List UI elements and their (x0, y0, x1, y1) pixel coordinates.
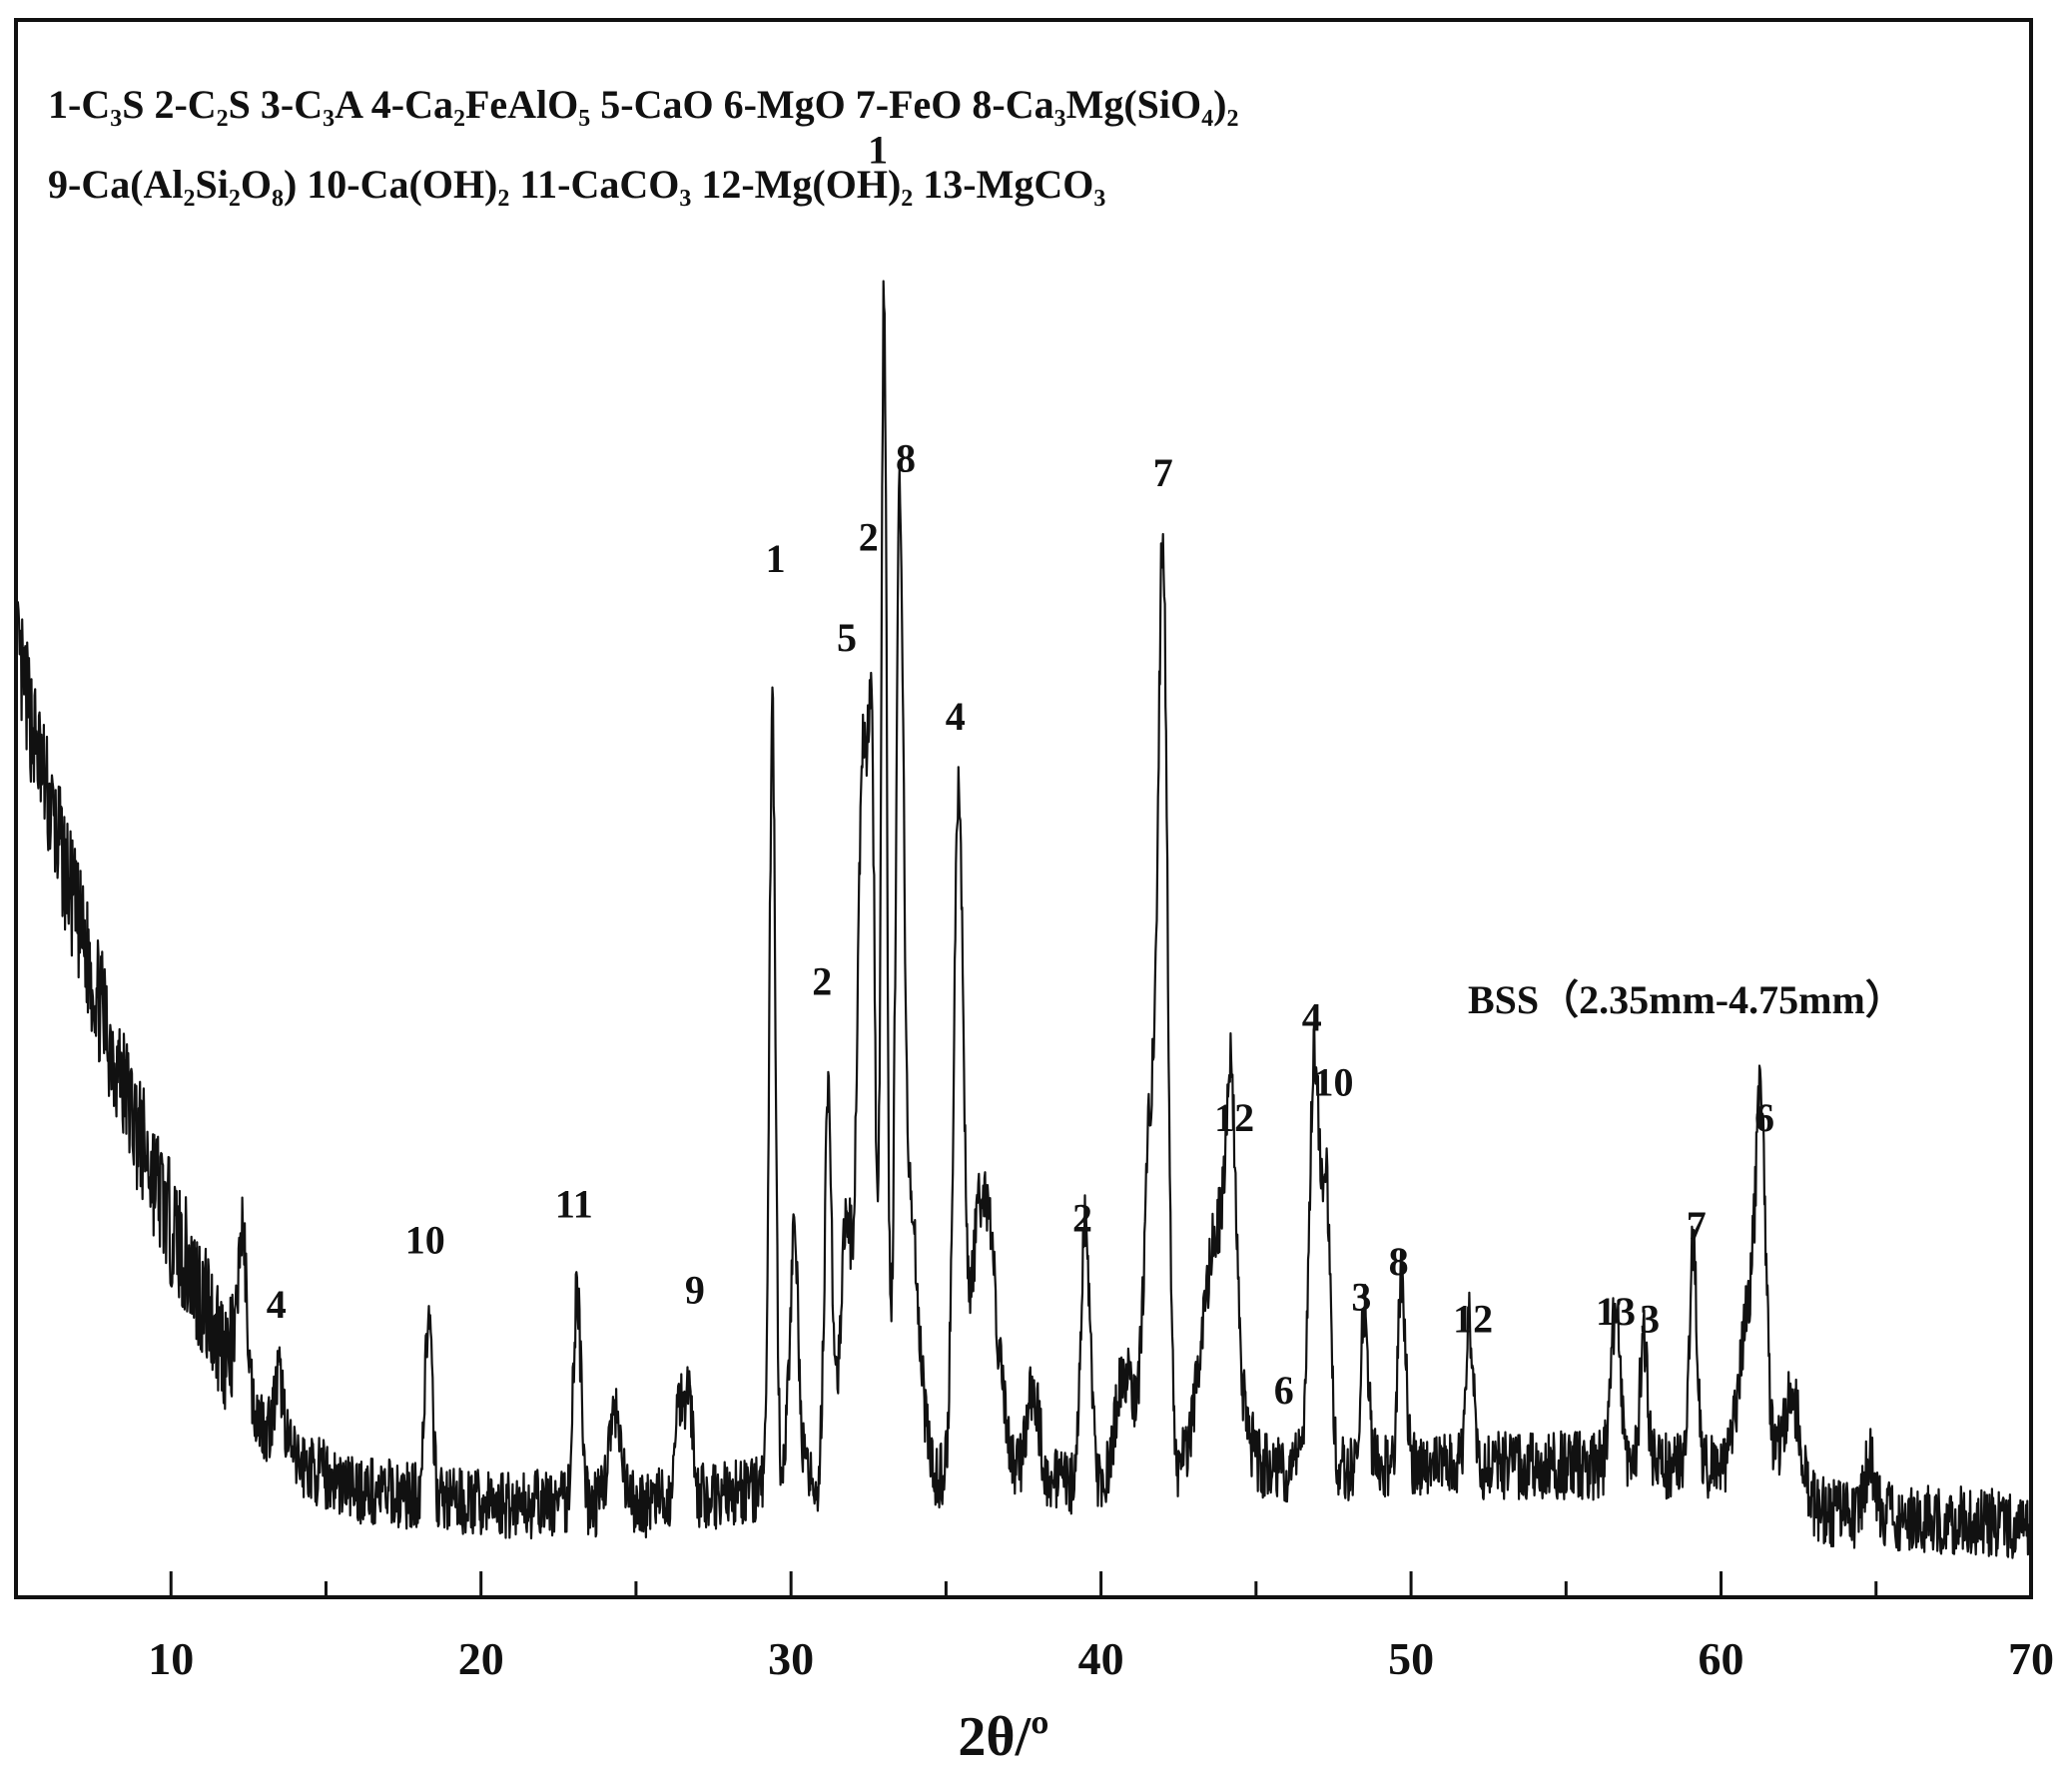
x-axis-title: 2θ/º (958, 1706, 1048, 1768)
peak-label: 3 (1640, 1296, 1660, 1341)
peak-label: 2 (812, 959, 832, 1004)
x-tick-label-10: 10 (148, 1633, 194, 1684)
peak-label: 13 (1596, 1289, 1636, 1334)
peak-label: 8 (1389, 1239, 1409, 1284)
peak-label: 7 (1687, 1203, 1707, 1248)
peak-label: 4 (267, 1282, 287, 1327)
xrd-pattern-line (14, 280, 2033, 1559)
peak-label: 7 (1153, 450, 1173, 495)
peak-label: 5 (837, 615, 857, 660)
peak-label: 12 (1453, 1296, 1493, 1341)
plot-frame (14, 18, 2033, 1599)
x-axis-ticks (169, 1571, 2033, 1597)
peak-label: 2 (1072, 1196, 1092, 1241)
peak-label: 6 (1274, 1368, 1294, 1413)
peak-label: 9 (685, 1268, 705, 1313)
x-axis-tick-labels: 10 20 30 40 50 60 70 (148, 1633, 2054, 1684)
peak-label: 3 (1351, 1275, 1371, 1320)
peak-label: 2 (859, 514, 879, 559)
x-tick-label-70: 70 (2008, 1633, 2054, 1684)
peak-label: 6 (1754, 1095, 1774, 1140)
legend-line-2: 9-Ca(Al₂Si₂O₈) 10-Ca(OH)₂ 11-CaCO₃ 12-Mg… (48, 162, 1105, 207)
peak-label: 1 (766, 536, 786, 581)
legend-line-1: 1-C₃S 2-C₂S 3-C₃A 4-Ca₂FeAlO₅ 5-CaO 6-Mg… (48, 82, 1238, 127)
x-tick-label-20: 20 (458, 1633, 504, 1684)
peak-label: 11 (555, 1181, 593, 1226)
sample-label: BSS（2.35mm-4.75mm） (1468, 977, 1905, 1022)
peak-label: 12 (1214, 1095, 1254, 1140)
x-tick-label-50: 50 (1388, 1633, 1434, 1684)
peak-label: 4 (1302, 995, 1322, 1040)
peak-label: 8 (896, 435, 916, 480)
x-tick-label-60: 60 (1699, 1633, 1744, 1684)
peak-label: 1 (868, 128, 888, 173)
x-tick-label-30: 30 (768, 1633, 814, 1684)
peak-label: 4 (946, 694, 966, 739)
peak-label: 10 (1313, 1059, 1353, 1104)
peak-label: 10 (405, 1217, 445, 1262)
x-tick-label-40: 40 (1078, 1633, 1124, 1684)
